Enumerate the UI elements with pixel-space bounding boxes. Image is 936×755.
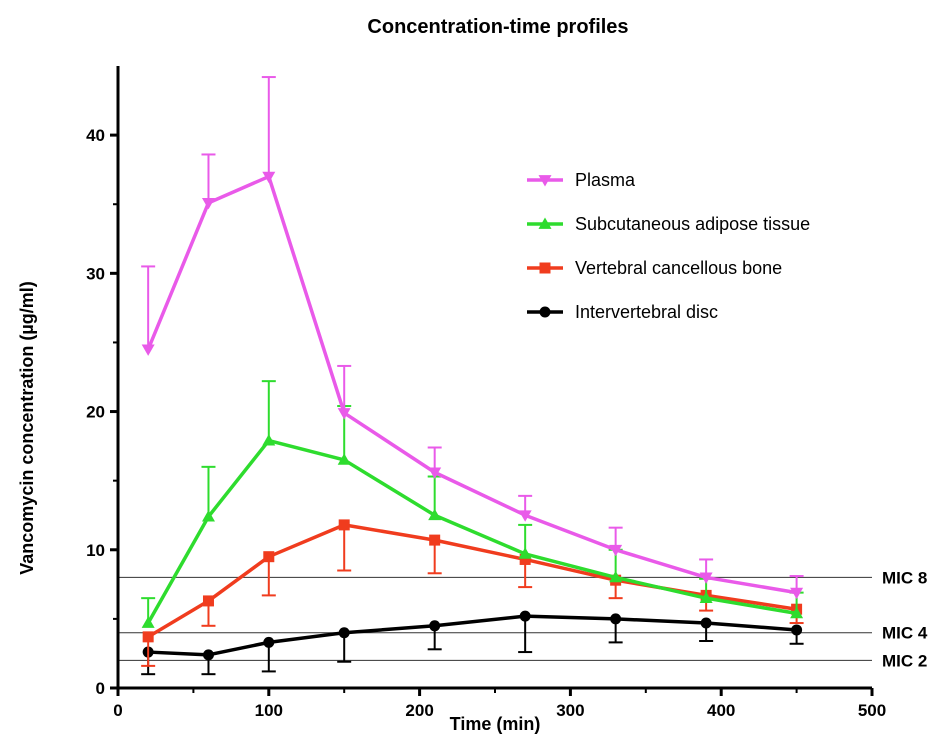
legend-label: Subcutaneous adipose tissue xyxy=(575,214,810,234)
legend-marker xyxy=(539,262,551,274)
legend: Plasma Subcutaneous adipose tissue Vertebr… xyxy=(527,170,810,322)
data-point xyxy=(337,453,351,465)
data-point xyxy=(429,620,441,632)
data-point xyxy=(519,553,531,565)
data-point xyxy=(202,595,214,607)
data-point xyxy=(142,631,154,643)
reference-line-label: MIC 2 xyxy=(882,651,927,670)
data-point xyxy=(263,636,275,648)
legend-marker xyxy=(538,175,552,187)
y-tick-label: 10 xyxy=(86,541,105,560)
legend-marker xyxy=(538,217,552,229)
legend-item: Vertebral cancellous bone xyxy=(527,258,782,278)
x-tick-label: 500 xyxy=(858,701,886,720)
legend-item: Intervertebral disc xyxy=(527,302,718,322)
chart-title: Concentration-time profiles xyxy=(367,16,629,38)
data-point xyxy=(609,570,623,583)
series-line xyxy=(146,438,797,624)
data-point xyxy=(337,408,351,420)
data-point xyxy=(141,616,155,628)
data-point xyxy=(429,534,441,546)
data-point xyxy=(609,544,623,557)
data-point xyxy=(610,613,622,625)
data-point xyxy=(201,197,215,210)
x-tick-label: 400 xyxy=(707,701,735,720)
series-plasma xyxy=(141,76,804,600)
x-tick-label: 0 xyxy=(113,701,122,720)
data-point xyxy=(699,572,713,584)
x-axis-label: Time (min) xyxy=(450,714,541,734)
legend-item: Subcutaneous adipose tissue xyxy=(527,214,810,234)
legend-item: Plasma xyxy=(527,170,636,190)
data-point xyxy=(518,510,532,522)
data-point xyxy=(338,627,350,639)
series-layer xyxy=(141,76,804,676)
legend-label: Plasma xyxy=(575,170,636,190)
series-line xyxy=(148,614,797,657)
y-tick-label: 40 xyxy=(86,126,105,145)
x-tick-label: 300 xyxy=(556,701,584,720)
reference-lines: MIC 8 MIC 4 MIC 2 xyxy=(118,568,928,670)
legend-marker xyxy=(539,306,551,318)
data-point xyxy=(700,617,712,629)
reference-line-label: MIC 8 xyxy=(882,568,927,587)
data-point xyxy=(428,508,442,521)
legend-label: Vertebral cancellous bone xyxy=(575,258,782,278)
data-point xyxy=(262,434,276,446)
data-point xyxy=(201,510,215,522)
x-tick-label: 100 xyxy=(255,701,283,720)
data-point xyxy=(519,610,531,622)
y-axis-label: Vancomycin concentration (µg/ml) xyxy=(17,281,37,574)
data-point xyxy=(338,519,350,531)
data-point xyxy=(790,587,804,600)
data-point xyxy=(262,171,276,184)
data-point xyxy=(428,467,442,479)
x-tick-label: 200 xyxy=(405,701,433,720)
data-point xyxy=(202,649,214,661)
reference-line-label: MIC 4 xyxy=(882,624,928,643)
data-point xyxy=(790,606,804,619)
y-tick-label: 0 xyxy=(96,679,105,698)
data-point xyxy=(791,624,803,636)
series-vertebral-cancellous-bone xyxy=(141,519,804,667)
y-tick-label: 20 xyxy=(86,403,105,422)
legend-label: Intervertebral disc xyxy=(575,302,718,322)
y-tick-label: 30 xyxy=(86,264,105,283)
data-point xyxy=(518,547,532,559)
data-point xyxy=(263,551,275,563)
data-point xyxy=(141,344,155,356)
data-point xyxy=(699,591,713,604)
series-intervertebral-disc xyxy=(141,610,804,676)
